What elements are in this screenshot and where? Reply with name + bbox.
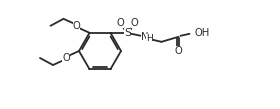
Text: H: H (146, 34, 153, 43)
Text: O: O (131, 18, 138, 28)
Text: O: O (117, 18, 124, 28)
Text: O: O (73, 21, 80, 31)
Text: O: O (175, 46, 182, 56)
Text: OH: OH (195, 28, 210, 38)
Text: O: O (62, 53, 70, 63)
Text: S: S (124, 28, 131, 38)
Text: N: N (141, 32, 148, 42)
